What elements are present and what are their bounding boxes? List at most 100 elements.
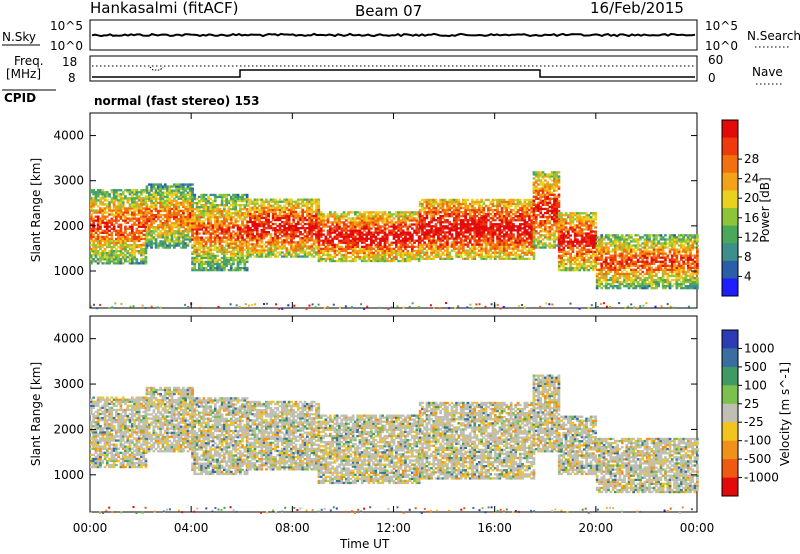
data-cell xyxy=(459,237,463,240)
data-cell xyxy=(406,231,410,234)
data-cell xyxy=(448,227,452,230)
data-cell xyxy=(108,233,111,236)
data-cell xyxy=(500,223,504,226)
data-cell xyxy=(544,224,547,227)
data-cell xyxy=(290,200,293,203)
data-cell xyxy=(265,245,268,248)
data-cell xyxy=(365,221,369,224)
data-cell xyxy=(464,243,467,246)
data-cell xyxy=(523,208,527,212)
data-cell xyxy=(253,251,257,254)
data-cell xyxy=(541,195,545,198)
data-cell xyxy=(489,237,493,240)
data-cell xyxy=(177,224,181,227)
data-cell xyxy=(92,219,95,222)
data-cell xyxy=(229,208,233,211)
data-cell xyxy=(347,255,350,259)
data-cell xyxy=(363,219,366,222)
data-cell xyxy=(249,214,252,218)
data-cell xyxy=(128,207,132,210)
data-cell xyxy=(207,238,210,241)
data-cell xyxy=(315,224,318,228)
data-cell xyxy=(471,237,474,240)
data-cell xyxy=(243,197,247,201)
data-cell xyxy=(186,209,190,213)
data-cell xyxy=(374,229,378,232)
data-cell xyxy=(383,221,387,224)
data-cell xyxy=(142,197,146,200)
data-cell xyxy=(322,257,325,261)
data-cell xyxy=(121,199,125,202)
data-cell xyxy=(220,248,224,251)
data-cell xyxy=(260,214,264,218)
data-cell xyxy=(220,260,224,264)
data-cell xyxy=(101,235,105,239)
data-cell xyxy=(232,224,235,227)
data-cell xyxy=(271,200,275,203)
data-cell xyxy=(413,241,416,244)
data-cell xyxy=(290,229,293,232)
data-cell xyxy=(105,262,109,265)
data-cell xyxy=(92,243,95,247)
data-cell xyxy=(544,211,547,215)
data-cell xyxy=(331,259,334,263)
data-cell xyxy=(381,219,385,222)
data-cell xyxy=(319,221,323,224)
data-cell xyxy=(310,214,314,218)
data-cell xyxy=(379,229,382,232)
data-cell xyxy=(516,255,520,258)
data-cell xyxy=(90,258,93,261)
data-cell xyxy=(417,223,421,226)
data-cell xyxy=(292,227,295,230)
data-cell xyxy=(452,241,456,244)
data-cell xyxy=(408,223,412,226)
data-cell xyxy=(202,232,206,235)
data-cell xyxy=(220,252,224,255)
data-cell xyxy=(532,232,536,235)
data-cell xyxy=(241,230,244,233)
data-cell xyxy=(541,189,545,192)
data-cell xyxy=(482,255,486,258)
data-cell xyxy=(258,249,261,252)
data-cell xyxy=(496,206,499,210)
data-cell xyxy=(281,220,284,224)
data-cell xyxy=(544,236,547,239)
data-cell xyxy=(191,222,194,225)
data-cell xyxy=(480,206,483,210)
data-cell xyxy=(462,249,465,252)
data-cell xyxy=(274,239,277,242)
data-cell xyxy=(115,215,118,218)
data-cell xyxy=(211,240,215,243)
data-cell xyxy=(523,245,527,248)
data-cell xyxy=(220,266,224,270)
data-cell xyxy=(478,213,481,216)
data-cell xyxy=(489,221,493,224)
data-cell xyxy=(121,203,125,206)
data-cell xyxy=(92,227,95,230)
data-cell xyxy=(301,210,305,213)
data-cell xyxy=(92,229,95,232)
data-cell xyxy=(432,211,436,214)
frequency-panel: Freq. [MHz] 18 8 60 0 Nave xyxy=(6,53,783,85)
data-cell xyxy=(455,235,458,238)
data-cell xyxy=(544,234,547,237)
data-cell xyxy=(365,223,369,226)
data-cell xyxy=(204,262,208,266)
data-cell xyxy=(145,197,149,200)
data-cell xyxy=(140,248,143,251)
data-cell xyxy=(96,258,100,261)
data-cell xyxy=(96,237,100,241)
data-cell xyxy=(367,253,371,257)
data-cell xyxy=(351,259,355,263)
data-cell xyxy=(150,187,153,190)
data-cell xyxy=(140,223,143,226)
data-cell xyxy=(301,249,305,252)
data-cell xyxy=(489,245,493,248)
data-cell xyxy=(150,185,153,188)
data-cell xyxy=(500,251,504,254)
data-cell xyxy=(528,247,531,250)
data-cell xyxy=(175,189,178,192)
data-cell xyxy=(344,215,348,218)
data-cell xyxy=(342,255,346,259)
data-cell xyxy=(406,217,410,220)
